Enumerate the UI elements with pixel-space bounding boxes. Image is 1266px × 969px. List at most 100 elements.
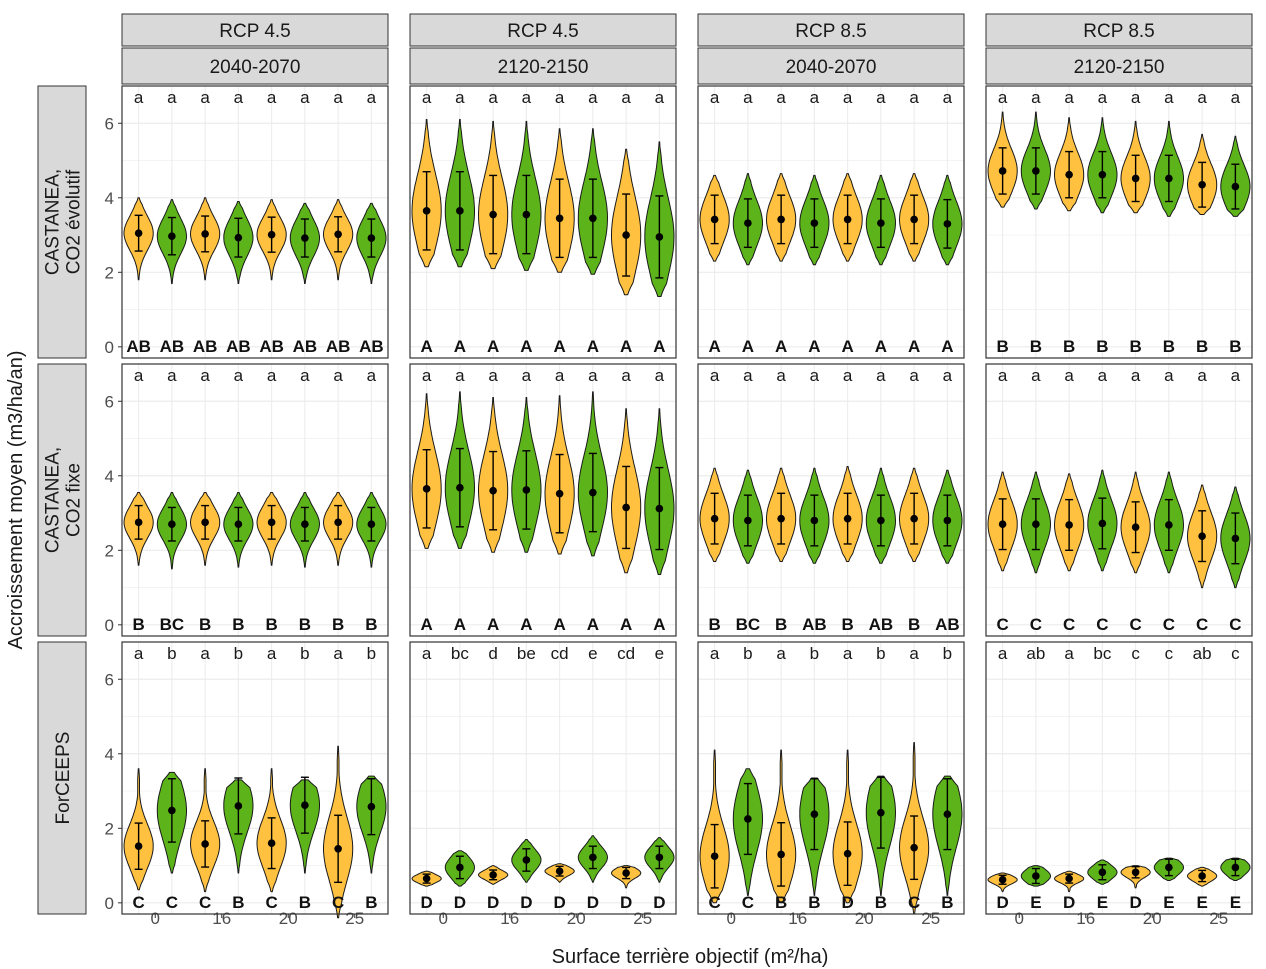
- group-letter-top: a: [555, 366, 565, 385]
- group-letter-top: ab: [1026, 644, 1045, 663]
- group-letter-top: a: [234, 88, 244, 107]
- group-letter-bottom: A: [742, 337, 754, 356]
- mean-point: [456, 863, 464, 872]
- mean-point: [555, 489, 564, 498]
- mean-point: [555, 214, 564, 223]
- mean-point: [877, 808, 885, 817]
- group-letter-bottom: A: [808, 337, 820, 356]
- group-letter-top: b: [367, 644, 376, 663]
- group-letter-top: a: [843, 88, 853, 107]
- mean-point: [1131, 174, 1140, 183]
- group-letter-bottom: A: [420, 337, 432, 356]
- group-letter-bottom: C: [1129, 615, 1141, 634]
- group-letter-top: a: [1064, 366, 1074, 385]
- group-letter-bottom: A: [520, 615, 532, 634]
- group-letter-bottom: C: [332, 893, 344, 912]
- mean-point: [522, 210, 531, 219]
- group-letter-top: e: [588, 644, 597, 663]
- mean-point: [998, 520, 1007, 529]
- group-letter-top: a: [776, 644, 786, 663]
- mean-point: [1065, 521, 1073, 529]
- mean-point: [1198, 872, 1206, 880]
- y-tick-label: 4: [105, 189, 114, 208]
- panel-frame: [985, 363, 1253, 637]
- mean-point: [489, 871, 497, 879]
- mean-point: [301, 234, 309, 242]
- mean-point: [589, 214, 597, 223]
- group-letter-top: a: [876, 366, 886, 385]
- mean-point: [234, 802, 243, 810]
- group-letter-top: a: [1064, 88, 1074, 107]
- group-letter-top: a: [743, 366, 753, 385]
- group-letter-top: a: [1098, 366, 1108, 385]
- strip-row-1: [37, 363, 87, 637]
- mean-point: [489, 486, 497, 495]
- group-letter-bottom: D: [1129, 893, 1141, 912]
- group-letter-bottom: B: [232, 615, 244, 634]
- mean-point: [998, 167, 1007, 175]
- mean-point: [201, 518, 209, 527]
- group-letter-top: a: [333, 644, 343, 663]
- mean-point: [134, 842, 143, 850]
- panel-frame: [697, 85, 965, 359]
- group-letter-bottom: A: [587, 337, 599, 356]
- group-letter-bottom: B: [775, 893, 787, 912]
- group-letter-top: c: [1131, 644, 1140, 663]
- mean-point: [843, 849, 852, 858]
- group-letter-bottom: A: [454, 615, 466, 634]
- group-letter-bottom: A: [708, 337, 720, 356]
- strip-row-label: CO2 fixe: [64, 463, 85, 537]
- group-letter-bottom: E: [1030, 893, 1041, 912]
- strip-rcp-label: RCP 8.5: [1083, 21, 1154, 42]
- mean-point: [655, 233, 664, 241]
- x-tick-label: 0: [439, 909, 448, 928]
- group-letter-top: a: [267, 644, 277, 663]
- group-letter-bottom: D: [553, 893, 565, 912]
- strip-row-label: CO2 évolutif: [64, 169, 85, 274]
- group-letter-top: a: [776, 88, 786, 107]
- panel-background: [122, 364, 388, 636]
- group-letter-bottom: D: [996, 893, 1008, 912]
- group-letter-top: a: [776, 366, 786, 385]
- group-letter-top: a: [267, 366, 277, 385]
- strip-rcp-label: RCP 4.5: [507, 21, 578, 42]
- group-letter-top: a: [488, 88, 498, 107]
- group-letter-bottom: C: [708, 893, 720, 912]
- group-letter-top: a: [367, 366, 377, 385]
- group-letter-bottom: E: [1196, 893, 1207, 912]
- group-letter-top: a: [1131, 366, 1141, 385]
- group-letter-top: a: [1031, 366, 1041, 385]
- group-letter-bottom: AB: [226, 337, 251, 356]
- panel-frame: [121, 363, 389, 637]
- mean-point: [1065, 170, 1073, 179]
- group-letter-bottom: D: [620, 893, 632, 912]
- group-letter-bottom: B: [808, 893, 820, 912]
- group-letter-bottom: B: [1229, 337, 1241, 356]
- group-letter-top: a: [333, 88, 343, 107]
- mean-point: [1131, 523, 1140, 531]
- strip-rcp-2: [697, 13, 965, 47]
- group-letter-bottom: C: [1229, 615, 1241, 634]
- mean-point: [1098, 868, 1107, 877]
- x-tick-label: 20: [1143, 909, 1162, 928]
- group-letter-top: a: [488, 366, 498, 385]
- group-letter-top: a: [167, 366, 177, 385]
- x-axis-title: Surface terrière objectif (m²/ha): [552, 946, 829, 968]
- mean-point: [367, 234, 376, 242]
- x-tick-label: 0: [151, 909, 160, 928]
- strip-period-label: 2040-2070: [786, 57, 877, 78]
- strip-period-0: [121, 47, 389, 85]
- y-tick-label: 0: [105, 338, 114, 357]
- x-tick-label: 25: [921, 909, 940, 928]
- mean-point: [334, 518, 342, 527]
- group-letter-bottom: C: [166, 893, 178, 912]
- mean-point: [843, 514, 852, 523]
- group-letter-bottom: BC: [160, 615, 185, 634]
- strip-rcp-3: [985, 13, 1253, 47]
- mean-point: [1231, 863, 1240, 872]
- mean-point: [710, 514, 719, 523]
- group-letter-bottom: B: [875, 893, 887, 912]
- group-letter-top: a: [810, 88, 820, 107]
- group-letter-top: be: [517, 644, 536, 663]
- grid-layer: [122, 85, 1252, 914]
